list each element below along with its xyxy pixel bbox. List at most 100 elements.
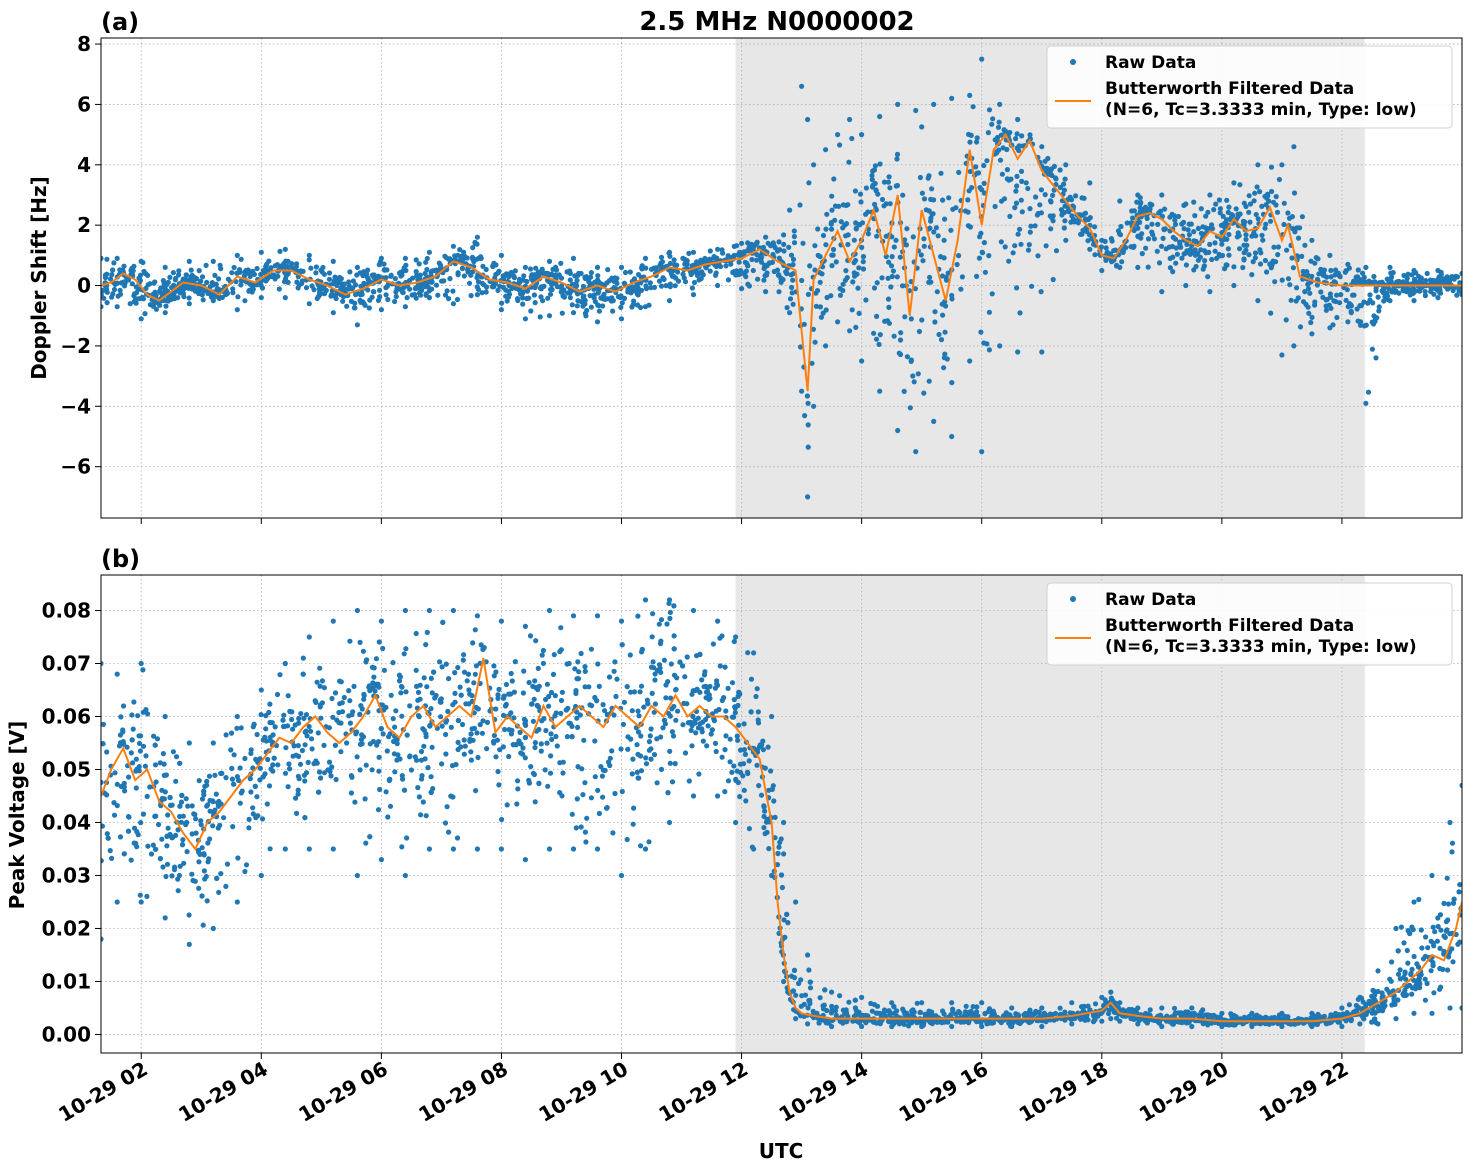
raw-data-point [163,303,169,309]
raw-data-point [520,745,526,751]
raw-data-point [277,672,283,678]
raw-data-point [1305,304,1311,310]
raw-data-point [329,695,335,702]
raw-data-point [954,261,960,268]
raw-data-point [921,243,927,249]
raw-data-point [474,284,480,290]
raw-data-point [128,750,134,756]
raw-data-point [218,266,224,272]
raw-data-point [442,292,449,298]
raw-data-point [1369,346,1375,352]
raw-data-point [1234,234,1240,240]
raw-data-point [1224,197,1230,203]
raw-data-point [668,695,674,701]
raw-data-point [630,821,636,827]
raw-data-point [902,1018,908,1024]
raw-data-point [1250,259,1256,265]
raw-data-point [682,674,688,680]
raw-data-point [506,753,512,760]
raw-data-point [467,269,473,276]
raw-data-point [260,774,266,780]
raw-data-point [302,815,308,821]
raw-data-point [917,174,924,181]
raw-data-point [337,678,343,684]
raw-data-point [594,698,600,704]
raw-data-point [989,1020,995,1026]
raw-data-point [1213,201,1219,207]
raw-data-point [1187,247,1193,253]
raw-data-point [390,716,396,722]
raw-data-point [548,731,554,737]
raw-data-point [254,794,260,800]
raw-data-point [618,746,624,752]
raw-data-point [1251,198,1257,204]
raw-data-point [798,1013,804,1019]
raw-data-point [447,276,453,282]
raw-data-point [1098,244,1104,250]
raw-data-point [313,270,319,276]
raw-data-point [840,287,846,294]
raw-data-point [1237,211,1243,217]
raw-data-point [212,807,218,813]
raw-data-point [423,291,429,297]
raw-data-point [1017,310,1023,316]
raw-data-point [817,254,823,260]
raw-data-point [974,1004,980,1010]
raw-data-point [140,743,147,749]
raw-data-point [184,819,190,826]
raw-data-point [1015,116,1021,123]
raw-data-point [762,831,768,837]
raw-data-point [223,883,229,890]
raw-data-point [1302,289,1308,295]
raw-data-point [842,277,849,283]
raw-data-point [1287,282,1293,288]
raw-data-point [438,714,444,720]
raw-data-point [650,611,656,617]
raw-data-point [531,771,538,778]
raw-data-point [665,710,672,717]
raw-data-point [1408,970,1414,976]
raw-data-point [875,191,881,197]
raw-data-point [858,199,864,205]
raw-data-point [163,772,169,778]
y-tick-label: −6 [60,455,91,479]
raw-data-point [636,775,642,781]
raw-data-point [153,846,159,852]
raw-data-point [318,291,324,297]
raw-data-point [272,263,278,269]
raw-data-point [164,298,170,304]
raw-data-point [479,290,485,296]
raw-data-point [940,197,946,203]
raw-data-point [1018,197,1024,203]
raw-data-point [1255,162,1261,168]
raw-data-point [1023,180,1029,186]
raw-data-point [1387,976,1393,982]
raw-data-point [791,967,798,974]
y-tick-label: 2 [77,213,91,237]
raw-data-point [713,748,719,755]
raw-data-point [895,427,901,434]
raw-data-point [658,260,664,266]
raw-data-point [985,130,992,136]
raw-data-point [500,744,506,750]
raw-data-point [594,319,601,325]
raw-data-point [1414,961,1420,967]
raw-data-point [178,799,185,805]
raw-data-point [247,776,253,782]
raw-data-point [667,281,673,287]
raw-data-point [635,729,642,735]
raw-data-point [997,101,1003,107]
raw-data-point [1331,279,1337,285]
raw-data-point [573,281,579,287]
raw-data-point [128,857,134,863]
raw-data-point [1092,224,1098,230]
raw-data-point [138,258,144,264]
raw-data-point [781,241,787,247]
raw-data-point [390,660,396,666]
raw-data-point [829,193,835,199]
raw-data-point [422,756,428,762]
raw-data-point [180,813,186,819]
raw-data-point [191,811,197,817]
raw-data-point [919,124,925,130]
raw-data-point [352,305,358,311]
